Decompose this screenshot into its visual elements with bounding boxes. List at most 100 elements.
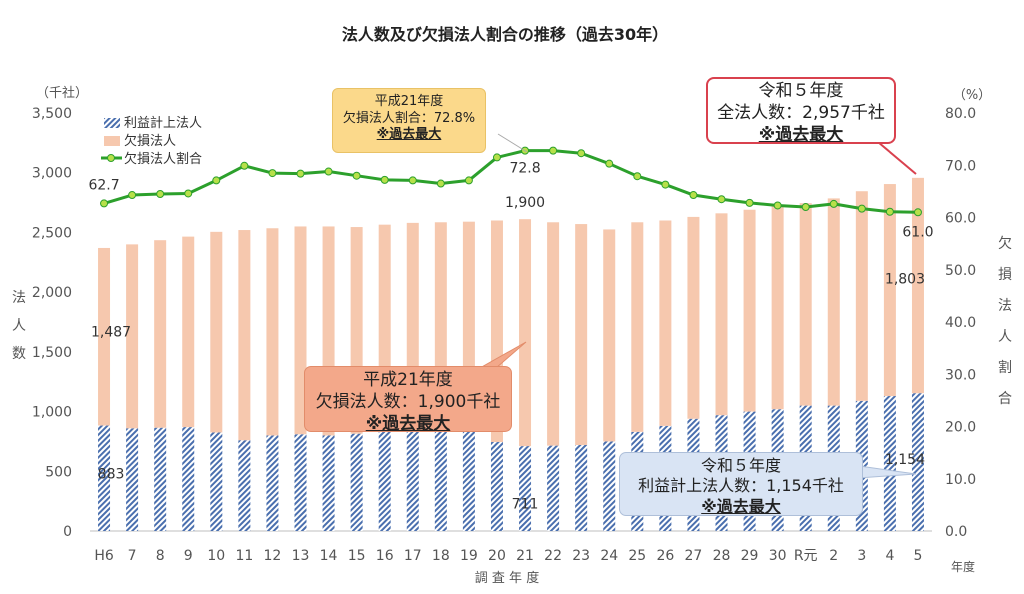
x-tick-label: 14 [320, 548, 338, 564]
x-tick-label: 18 [432, 548, 450, 564]
right-axis-unit: （%） [953, 88, 991, 103]
bar-deficit [294, 226, 307, 435]
bar-deficit [519, 219, 532, 447]
x-tick-label: H6 [94, 548, 114, 564]
legend: 利益計上法人 欠損法人 欠損法人割合 [101, 115, 202, 167]
bar-deficit [743, 209, 756, 412]
data-label: 1,900 [505, 195, 545, 211]
legend-swatch-profit [104, 118, 120, 128]
ratio-point [100, 199, 109, 208]
bar-profit [883, 396, 896, 531]
bar-profit [603, 441, 616, 531]
bar-profit [911, 393, 924, 531]
callout-r5-total-line1: 令和５年度 [758, 81, 844, 101]
ratio-point [240, 161, 249, 170]
left-tick-label: 1,000 [32, 405, 72, 421]
x-tick-label: 7 [128, 548, 137, 564]
bar-profit [434, 427, 447, 531]
bar-profit [519, 446, 532, 531]
left-axis-title: 法人数 [12, 290, 26, 362]
x-tick-label: 2 [829, 548, 838, 564]
ratio-point [380, 175, 389, 184]
callout-r5-total: 令和５年度 全法人数：2,957千社 ※過去最大 [706, 77, 896, 145]
data-label: 711 [512, 497, 539, 513]
pointer-r5-total [877, 141, 917, 175]
ratio-point [184, 189, 193, 198]
data-label: 883 [98, 466, 125, 482]
bar-profit [154, 427, 167, 531]
ratio-point [773, 201, 782, 210]
callout-r5-total-line3: ※過去最大 [758, 124, 844, 145]
x-tick-label: 28 [713, 548, 731, 564]
callout-h21-rate: 平成21年度 欠損法人割合：72.8% ※過去最大 [332, 88, 486, 153]
left-tick-label: 0 [63, 524, 72, 540]
callout-r5-profit-line3: ※過去最大 [701, 496, 781, 516]
data-label: 1,803 [885, 272, 925, 288]
ratio-point [212, 176, 221, 185]
right-tick-label: 60.0 [945, 211, 976, 227]
data-labels: 62.7 72.8 61.0 1,487 1,900 1,803 883 711 1,154 [88, 161, 933, 513]
bar-deficit [911, 177, 924, 394]
x-axis-unit: 年度 [951, 559, 975, 574]
legend-swatch-deficit [104, 136, 120, 146]
x-tick-label: R元 [794, 548, 818, 564]
x-tick-label: 11 [235, 548, 253, 564]
ratio-point [661, 180, 670, 189]
x-tick-label: 4 [885, 548, 894, 564]
right-tick-label: 30.0 [945, 367, 976, 383]
bar-profit [350, 433, 363, 531]
bar-deficit [154, 240, 167, 428]
ratio-point [352, 171, 361, 180]
x-axis-title: 調 査 年 度 [475, 570, 539, 586]
x-tick-label: 26 [656, 548, 674, 564]
pointer-h21-rate [497, 133, 528, 153]
x-tick-label: 12 [264, 548, 282, 564]
right-tick-label: 40.0 [945, 315, 976, 331]
bar-profit [210, 432, 223, 531]
bar-deficit [266, 228, 279, 436]
x-tick-label: 16 [376, 548, 394, 564]
ratio-point [801, 203, 810, 212]
callout-h21-deficit-line3: ※過去最大 [365, 413, 451, 434]
bar-deficit [659, 220, 672, 426]
ratio-point [549, 146, 558, 155]
x-tick-label: 23 [572, 548, 590, 564]
x-tick-label: 15 [348, 548, 366, 564]
x-tick-label: 25 [628, 548, 646, 564]
left-axis: 0 500 1,000 1,500 2,000 2,500 3,000 3,500 [32, 106, 72, 540]
ratio-point [717, 195, 726, 204]
data-label: 62.7 [88, 177, 119, 193]
bar-profit [238, 440, 251, 531]
callout-h21-deficit: 平成21年度 欠損法人数：1,900千社 ※過去最大 [304, 366, 512, 434]
ratio-point [605, 159, 614, 168]
left-tick-label: 3,000 [32, 166, 72, 182]
bar-profit [547, 445, 560, 531]
legend-marker-ratio [107, 154, 115, 162]
legend-label-profit: 利益計上法人 [124, 115, 202, 131]
bar-profit [322, 435, 335, 531]
ratio-point [128, 191, 137, 200]
bar-deficit [687, 216, 700, 419]
ratio-point [492, 153, 501, 162]
bar-deficit [603, 229, 616, 442]
legend-label-ratio: 欠損法人割合 [124, 151, 202, 167]
bar-deficit [883, 184, 896, 397]
x-tick-label: 22 [544, 548, 562, 564]
ratio-point [577, 149, 586, 158]
bar-deficit [547, 222, 560, 446]
callout-h21-deficit-line2: 欠損法人数：1,900千社 [315, 391, 501, 412]
x-tick-label: 3 [857, 548, 866, 564]
x-tick-label: 21 [516, 548, 534, 564]
bar-deficit [715, 213, 728, 416]
ratio-point [913, 208, 922, 217]
bar-profit [462, 428, 475, 531]
ratio-point [885, 207, 894, 216]
data-label: 1,154 [885, 452, 925, 468]
bar-deficit [855, 191, 868, 401]
ratio-polyline [103, 149, 918, 214]
bar-profit [126, 428, 139, 531]
x-tick-label: 30 [769, 548, 787, 564]
right-tick-label: 10.0 [945, 472, 976, 488]
x-axis: H6 7 8 9 10 11 12 13 14 15 16 17 18 19 20 21 22 23 24 25 26 2… [94, 548, 922, 564]
right-axis: 0.0 10.0 20.0 30.0 40.0 50.0 60.0 70.0 80.0 [945, 106, 976, 540]
